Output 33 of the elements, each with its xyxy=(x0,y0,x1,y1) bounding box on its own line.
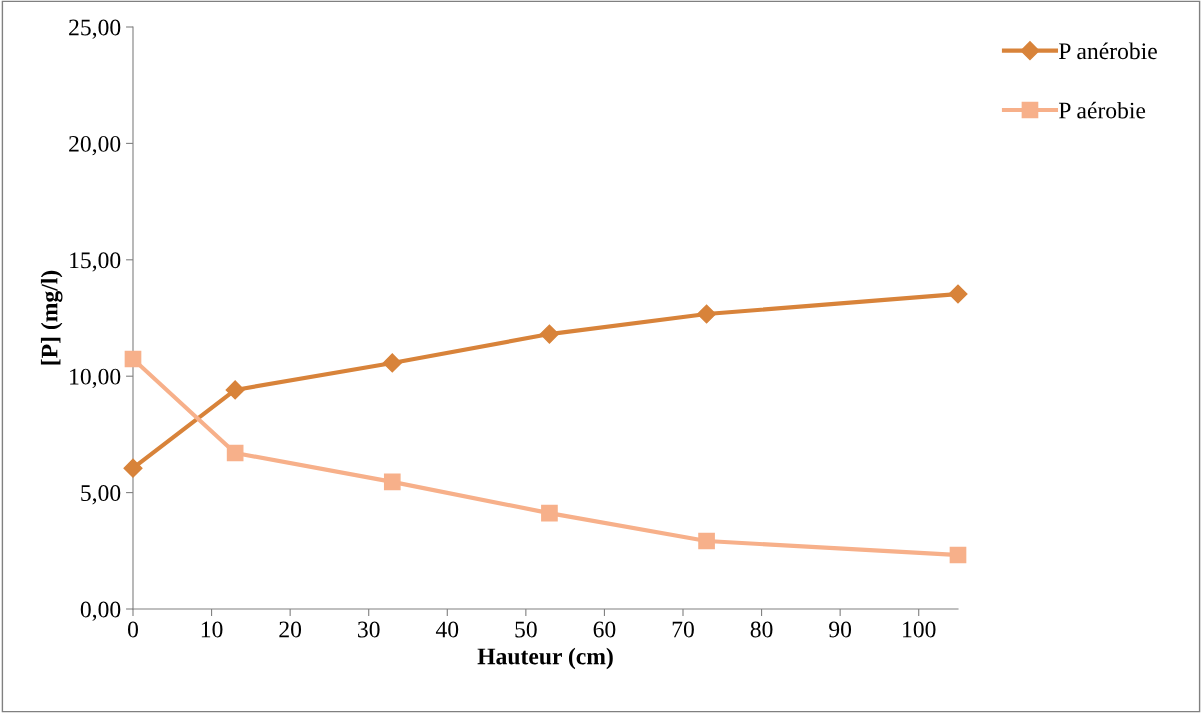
point xyxy=(124,350,142,368)
x-tick-label: 20 xyxy=(279,621,302,638)
point xyxy=(949,546,967,564)
point xyxy=(383,473,401,491)
x-tick-label: 100 xyxy=(903,621,936,638)
y-tick-label: 10,00 xyxy=(70,368,121,389)
legend-label: P anérobie xyxy=(1058,42,1157,60)
y-tick-label: 15,00 xyxy=(70,252,121,272)
x-tick-label: 90 xyxy=(829,621,852,638)
x-tick-label: 40 xyxy=(435,621,459,638)
point xyxy=(225,380,245,400)
point xyxy=(382,353,402,373)
x-tick-label: 70 xyxy=(672,621,694,638)
y-tick-label: 0,00 xyxy=(80,601,121,621)
point xyxy=(123,458,143,478)
x-tick-label: 30 xyxy=(358,621,380,638)
point xyxy=(698,532,715,550)
x-tick-label: 50 xyxy=(515,621,537,638)
point xyxy=(541,504,558,522)
y-tick-label: 25,00 xyxy=(69,19,121,39)
point xyxy=(539,324,559,344)
y-axis-title: [P] (mg/l) xyxy=(40,270,63,365)
y-tick-label: 5,00 xyxy=(81,485,121,505)
legend-label: P aérobie xyxy=(1058,101,1146,119)
x-tick-label: 0 xyxy=(128,621,138,638)
point xyxy=(697,304,717,324)
x-tick-label: 10 xyxy=(201,621,223,638)
y-tick-label: 20,00 xyxy=(69,135,121,156)
x-tick-label: 60 xyxy=(593,621,616,638)
x-tick-label: 80 xyxy=(750,621,773,638)
point xyxy=(226,444,244,462)
point xyxy=(948,284,968,304)
x-axis-title: Hauteur (cm) xyxy=(477,647,613,670)
